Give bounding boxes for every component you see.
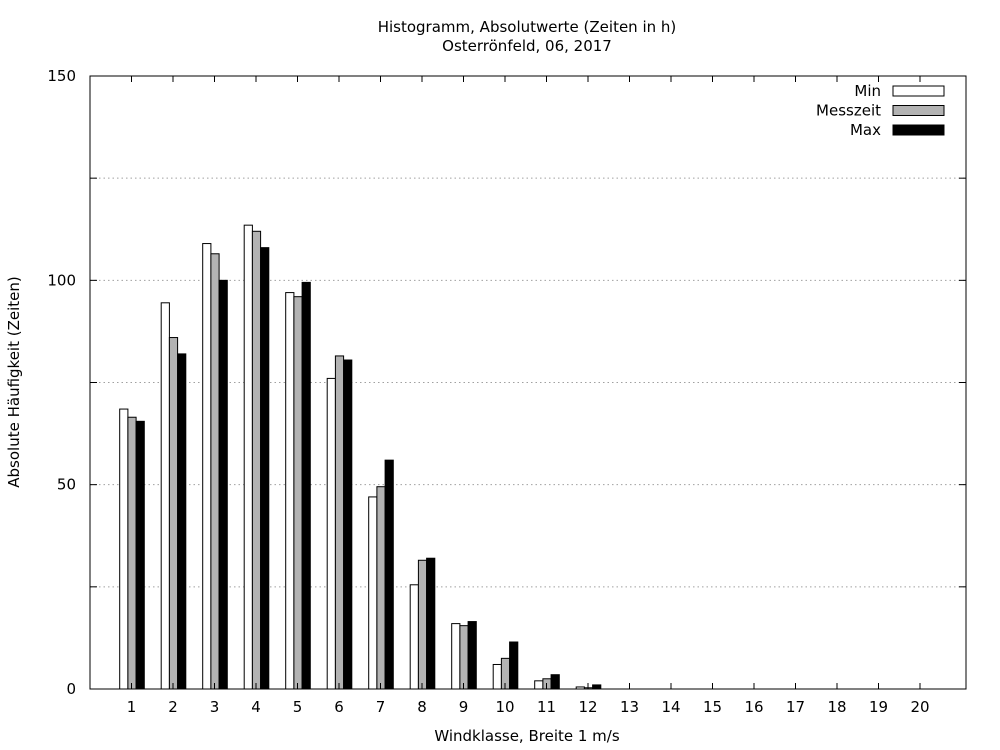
chart-title: Histogramm, Absolutwerte (Zeiten in h) (378, 18, 677, 36)
bar-min (160, 302, 170, 690)
x-tick-label: 11 (537, 698, 556, 716)
bar-min (368, 496, 378, 690)
bar-messzeit (417, 559, 428, 690)
bar-messzeit (376, 486, 386, 690)
grid-lines (90, 177, 966, 588)
bar-max (509, 641, 519, 690)
legend-label-min: Min (854, 82, 881, 100)
legend-swatch-max (892, 124, 945, 136)
bar-messzeit (168, 337, 179, 690)
x-tick-label: 9 (459, 698, 469, 716)
bar-min (326, 377, 336, 690)
y-tick-label: 50 (57, 476, 76, 494)
x-tick-label: 19 (869, 698, 888, 716)
x-tick-label: 2 (168, 698, 178, 716)
chart-subtitle: Osterrönfeld, 06, 2017 (442, 37, 612, 55)
bar-min (409, 584, 419, 690)
y-tick-label: 100 (47, 271, 76, 289)
bar-max (550, 674, 560, 690)
x-tick-label: 5 (293, 698, 303, 716)
x-tick-label: 1 (127, 698, 137, 716)
bar-messzeit (459, 625, 469, 690)
x-tick-label: 15 (703, 698, 722, 716)
x-tick-label: 13 (620, 698, 639, 716)
x-tick-label: 12 (578, 698, 597, 716)
bar-min (492, 663, 502, 690)
y-axis-ticks: 0 50 100 150 (47, 67, 966, 698)
bar-messzeit (251, 230, 262, 690)
bar-min (119, 408, 129, 690)
x-tick-label: 17 (786, 698, 805, 716)
bar-max (384, 459, 394, 690)
x-tick-label: 7 (376, 698, 386, 716)
x-tick-label: 10 (495, 698, 514, 716)
y-tick-label: 0 (66, 680, 76, 698)
bar-min (285, 292, 295, 690)
x-tick-label: 14 (661, 698, 680, 716)
bar-max (218, 279, 228, 690)
x-tick-label: 18 (827, 698, 846, 716)
x-axis-ticks: 1 2 3 4 5 6 7 8 9 10 11 12 13 14 15 16 17 18 19 20 (127, 76, 930, 716)
bar-messzeit (210, 253, 220, 690)
bar-messzeit (127, 416, 137, 690)
legend-label-messzeit: Messzeit (816, 102, 881, 120)
bar-messzeit (293, 296, 303, 690)
bar-max (301, 281, 311, 690)
bars-group (119, 224, 602, 690)
legend-swatch-messzeit (892, 105, 945, 116)
bar-max (426, 557, 436, 690)
x-tick-label: 4 (251, 698, 261, 716)
x-tick-label: 6 (334, 698, 344, 716)
bar-min (202, 243, 212, 690)
bar-min (243, 224, 253, 690)
x-tick-label: 16 (744, 698, 763, 716)
bar-min (534, 680, 544, 690)
bar-max (343, 359, 353, 690)
bar-max (592, 684, 602, 690)
bar-max (135, 420, 145, 690)
bar-min (451, 623, 461, 690)
x-axis-label: Windklasse, Breite 1 m/s (434, 727, 620, 745)
y-axis-label: Absolute Häufigkeit (Zeiten) (5, 276, 23, 487)
x-tick-label: 3 (210, 698, 220, 716)
bar-max (177, 353, 187, 690)
bar-max (260, 247, 270, 690)
x-tick-label: 8 (417, 698, 427, 716)
x-tick-label: 20 (910, 698, 929, 716)
bar-max (467, 621, 477, 690)
y-tick-label: 150 (47, 67, 76, 85)
bar-messzeit (334, 355, 345, 690)
legend-swatch-min (892, 85, 945, 97)
legend-label-max: Max (850, 121, 881, 139)
